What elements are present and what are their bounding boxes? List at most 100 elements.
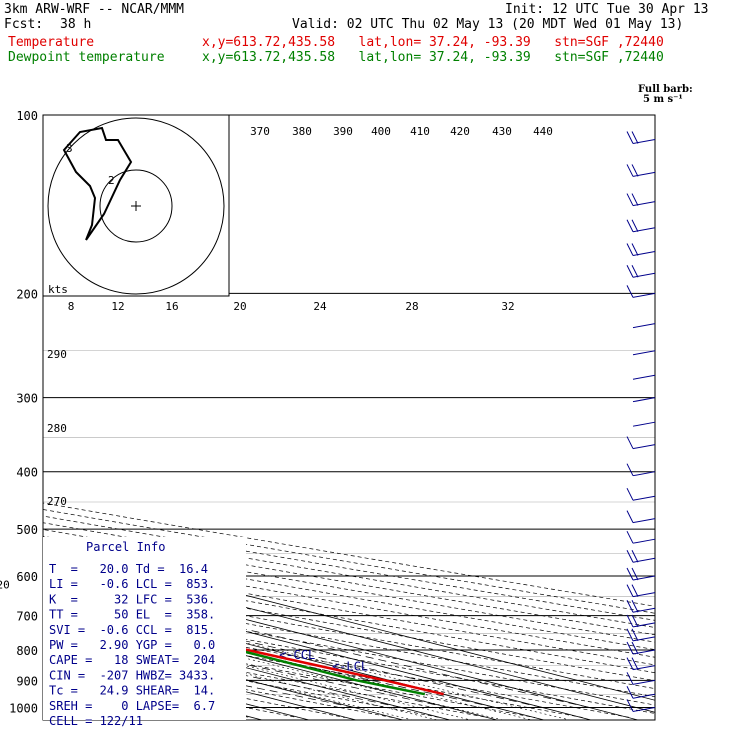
wind-barb bbox=[632, 171, 656, 177]
wind-barb bbox=[632, 374, 656, 380]
wind-barb-flag bbox=[631, 550, 639, 563]
pressure-label: 1000 bbox=[9, 701, 38, 715]
wind-barb-flag bbox=[626, 584, 634, 597]
dewpoint-location-info: x,y=613.72,435.58 lat,lon= 37.24, -93.39… bbox=[202, 50, 664, 65]
wind-barb-flag bbox=[626, 131, 634, 144]
wind-barb bbox=[632, 350, 656, 356]
wind-barb bbox=[632, 495, 656, 501]
wind-barb-flag bbox=[631, 193, 639, 206]
wind-barb bbox=[632, 575, 656, 581]
wind-barb bbox=[632, 323, 656, 329]
hodograph-speed-label: 12 bbox=[111, 300, 124, 313]
parcel-info-row: SREH = 0 LAPSE= 6.7 bbox=[49, 699, 215, 713]
parcel-info-bg bbox=[43, 537, 246, 720]
parcel-info-row: SVI = -0.6 CCL = 815. bbox=[49, 623, 215, 637]
wind-barb bbox=[632, 592, 656, 598]
wind-barb bbox=[632, 649, 656, 655]
hodograph-speed-label: 8 bbox=[68, 300, 75, 313]
wind-barb-flag bbox=[626, 164, 634, 177]
wind-barb bbox=[632, 201, 656, 207]
barb-legend-unit: 5 m s⁻¹ bbox=[643, 94, 683, 105]
wind-barb-flag bbox=[626, 510, 634, 523]
init-time: Init: 12 UTC Tue 30 Apr 13 bbox=[505, 2, 709, 17]
forecast-label: Fcst: bbox=[4, 17, 44, 32]
wind-barb bbox=[632, 251, 656, 257]
wind-barb bbox=[632, 518, 656, 524]
wind-barb bbox=[632, 471, 656, 477]
theta-label: 400 bbox=[371, 125, 391, 138]
wind-barbs bbox=[626, 131, 656, 712]
wind-barb-flag bbox=[626, 599, 634, 613]
dry-adiabat-line bbox=[43, 633, 488, 718]
theta-e-label: 280 bbox=[47, 422, 67, 435]
hodograph-speed-label: 16 bbox=[165, 300, 178, 313]
theta-label: 420 bbox=[450, 125, 470, 138]
wind-barb bbox=[632, 679, 656, 685]
isotherm-line bbox=[0, 115, 27, 720]
wind-barb-flag bbox=[631, 584, 639, 597]
wind-barb-flag bbox=[626, 628, 634, 642]
parcel-info-row: Tc = 24.9 SHEAR= 14. bbox=[49, 684, 215, 698]
hodograph-axis-label: kts bbox=[48, 283, 68, 296]
parcel-info-title: Parcel Info bbox=[86, 540, 165, 554]
wind-barb-flag bbox=[626, 699, 634, 712]
wind-barb-flag bbox=[626, 487, 634, 501]
wind-barb-flag bbox=[631, 243, 639, 256]
hodograph-speed-label: 28 bbox=[405, 300, 418, 313]
wind-barb-flag bbox=[626, 265, 634, 278]
theta-label: 430 bbox=[492, 125, 512, 138]
wind-barb bbox=[632, 665, 656, 671]
wind-barb bbox=[632, 607, 656, 613]
parcel-info-row: K = 32 LFC = 536. bbox=[49, 592, 215, 606]
wind-barb bbox=[632, 622, 656, 628]
theta-label: 440 bbox=[533, 125, 553, 138]
temperature-legend-label: Temperature bbox=[8, 35, 95, 50]
valid-time: Valid: 02 UTC Thu 02 May 13 (20 MDT Wed … bbox=[292, 17, 684, 32]
wind-barb-flag bbox=[626, 243, 634, 256]
theta-label: 390 bbox=[333, 125, 353, 138]
dry-adiabat-line bbox=[43, 578, 655, 690]
hodograph-ring bbox=[99, 169, 173, 243]
wind-barb bbox=[632, 706, 656, 712]
pressure-label: 500 bbox=[16, 523, 38, 537]
wind-barb bbox=[632, 272, 656, 278]
theta-label: 380 bbox=[292, 125, 312, 138]
isotherm-line bbox=[43, 554, 655, 713]
wind-barb bbox=[632, 636, 656, 642]
parcel-info-row: CELL = 122/11 bbox=[49, 714, 143, 728]
hodograph-speed-label: 32 bbox=[501, 300, 514, 313]
wind-barb-flag bbox=[626, 672, 634, 685]
hodograph-speed-label: 20 bbox=[233, 300, 246, 313]
dewpoint-legend-label: Dewpoint temperature bbox=[8, 50, 165, 65]
wind-barb-flag bbox=[626, 614, 634, 628]
model-title: 3km ARW-WRF -- NCAR/MMM bbox=[4, 2, 185, 17]
wind-barb-flag bbox=[626, 657, 634, 670]
pressure-label: 900 bbox=[16, 674, 38, 688]
mixing-ratio-line bbox=[43, 624, 438, 720]
wind-barb-flag bbox=[631, 131, 639, 144]
pressure-label: 400 bbox=[16, 466, 38, 480]
pressure-label: 300 bbox=[16, 392, 38, 406]
wind-barb bbox=[632, 227, 656, 233]
hodograph-trace bbox=[62, 126, 133, 241]
mixing-ratio-label: 20 bbox=[0, 578, 10, 591]
temperature-location-info: x,y=613.72,435.58 lat,lon= 37.24, -93.39… bbox=[202, 35, 664, 50]
moist-adiabat-line bbox=[43, 608, 496, 708]
level-annotation: <-CCL bbox=[279, 648, 315, 662]
dry-adiabat-line bbox=[43, 625, 536, 718]
pressure-label: 200 bbox=[16, 287, 38, 301]
pressure-label: 100 bbox=[16, 109, 38, 123]
wind-barb-flag bbox=[631, 567, 639, 581]
wind-barb bbox=[632, 444, 656, 450]
wind-barb-flag bbox=[631, 641, 639, 655]
wind-barb bbox=[632, 693, 656, 699]
wind-barb-flag bbox=[626, 530, 634, 544]
hodograph-ring-label: 2 bbox=[108, 174, 115, 187]
wind-barb-flag bbox=[631, 628, 639, 642]
wind-barb bbox=[632, 292, 656, 298]
wind-barb-flag bbox=[626, 436, 634, 449]
theta-label: 410 bbox=[410, 125, 430, 138]
mixing-ratio-line bbox=[43, 630, 413, 720]
wind-barb-flag bbox=[626, 567, 634, 581]
